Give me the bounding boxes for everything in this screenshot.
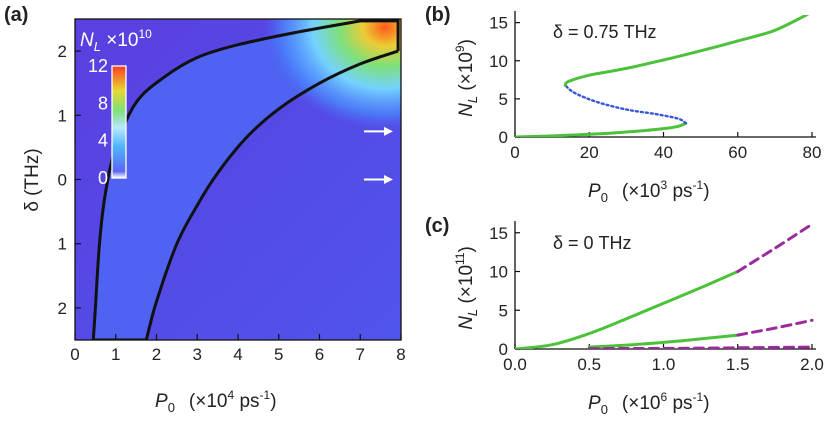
panel-a-ytick-label: 1 bbox=[58, 235, 67, 254]
panel-a-ytick-label: 2 bbox=[58, 42, 67, 61]
colorbar-ticks: 0 4 8 12 bbox=[88, 56, 108, 188]
series-line-dashed bbox=[736, 318, 814, 337]
series-line-solid bbox=[515, 121, 688, 137]
panel-b-series bbox=[515, 15, 810, 137]
xtick-label: 0.0 bbox=[503, 355, 527, 374]
colorbar-tick-label: 0 bbox=[98, 168, 108, 188]
xtick-label: 0 bbox=[510, 143, 519, 162]
ytick-label: 5 bbox=[499, 90, 508, 109]
panel-c-label: (c) bbox=[425, 215, 449, 237]
panel-c-annotation: δ = 0 THz bbox=[553, 233, 632, 253]
colorbar-title: NL ×1010 bbox=[80, 27, 152, 54]
ytick-label: 0 bbox=[499, 128, 508, 147]
detuning-arrows bbox=[364, 126, 393, 184]
panel-a-xtick-label: 7 bbox=[356, 345, 365, 364]
colorbar bbox=[111, 65, 127, 179]
ytick-label: 0 bbox=[499, 340, 508, 359]
xtick-label: 80 bbox=[803, 143, 822, 162]
panel-b-annotation: δ = 0.75 THz bbox=[553, 22, 657, 42]
boundary-inner-curve bbox=[144, 49, 399, 340]
xtick-label: 2.0 bbox=[800, 355, 824, 374]
xtick-label: 1.5 bbox=[726, 355, 750, 374]
panel-a-xtick-label: 1 bbox=[111, 345, 120, 364]
series-line-solid bbox=[515, 270, 740, 349]
panel-a-ytick-label: 2 bbox=[58, 299, 67, 318]
panel-a-ytick-label: 0 bbox=[58, 171, 67, 190]
boundary-outer-curve bbox=[91, 19, 400, 340]
detuning-arrow bbox=[364, 126, 393, 136]
panel-b-xlabel: P0 (×103 ps-1) bbox=[588, 178, 710, 205]
panel-a-xtick-label: 5 bbox=[274, 345, 283, 364]
colorbar-tick-label: 12 bbox=[88, 56, 108, 76]
panel-c-axes: 0.0 0.5 1.0 1.5 2.0 0 5 10 15 bbox=[489, 221, 824, 374]
ytick-label: 10 bbox=[489, 52, 508, 71]
ytick-label: 15 bbox=[489, 14, 508, 33]
series-line-dotted bbox=[563, 84, 687, 125]
series-line-solid bbox=[587, 333, 740, 349]
panel-a-xlabel: P0 (×104 ps-1) bbox=[155, 388, 277, 415]
panel-a-xtick-label: 3 bbox=[193, 345, 202, 364]
xtick-label: 40 bbox=[654, 143, 673, 162]
panel-a-xtick-label: 0 bbox=[70, 345, 79, 364]
series-line-solid bbox=[563, 15, 810, 87]
colorbar-tick-label: 8 bbox=[98, 93, 108, 113]
panel-c-plot: δ = 0 THz 0.0 0.5 1.0 1.5 2.0 0 5 10 15 NL (×101… bbox=[453, 221, 824, 417]
xtick-label: 20 bbox=[580, 143, 599, 162]
panel-b-axes: 0 20 40 60 80 0 5 10 15 bbox=[489, 11, 821, 162]
series-line-dashed bbox=[736, 225, 814, 273]
panel-a-xtick-label: 8 bbox=[396, 345, 405, 364]
panel-b-plot: δ = 0.75 THz 0 20 40 60 80 0 5 10 15 NL (×109) P… bbox=[453, 11, 821, 205]
ytick-label: 10 bbox=[489, 263, 508, 282]
detuning-arrow bbox=[364, 175, 393, 184]
colorbar-tick-label: 4 bbox=[98, 131, 108, 151]
ytick-label: 5 bbox=[499, 301, 508, 320]
panel-a-xtick-label: 2 bbox=[152, 345, 161, 364]
series-line-dashed bbox=[587, 345, 814, 349]
xtick-label: 1.0 bbox=[652, 355, 676, 374]
xtick-label: 60 bbox=[728, 143, 747, 162]
panel-a-xtick-label: 6 bbox=[315, 345, 324, 364]
panel-a-xtick-label: 4 bbox=[233, 345, 242, 364]
panel-a-ylabel: δ (THz) bbox=[22, 148, 43, 211]
panel-a-label: (a) bbox=[4, 4, 28, 26]
ytick-label: 15 bbox=[489, 224, 508, 243]
panel-b-ylabel: NL (×109) bbox=[453, 39, 480, 117]
xtick-label: 0.5 bbox=[577, 355, 601, 374]
panel-c-xlabel: P0 (×106 ps-1) bbox=[588, 390, 710, 417]
heatmap-hot-region bbox=[200, 19, 401, 189]
panel-a-ytick-label: 1 bbox=[58, 106, 67, 125]
panel-b-label: (b) bbox=[425, 4, 451, 26]
panel-c-series bbox=[515, 225, 814, 349]
panel-c-ylabel: NL (×1011) bbox=[453, 246, 480, 330]
